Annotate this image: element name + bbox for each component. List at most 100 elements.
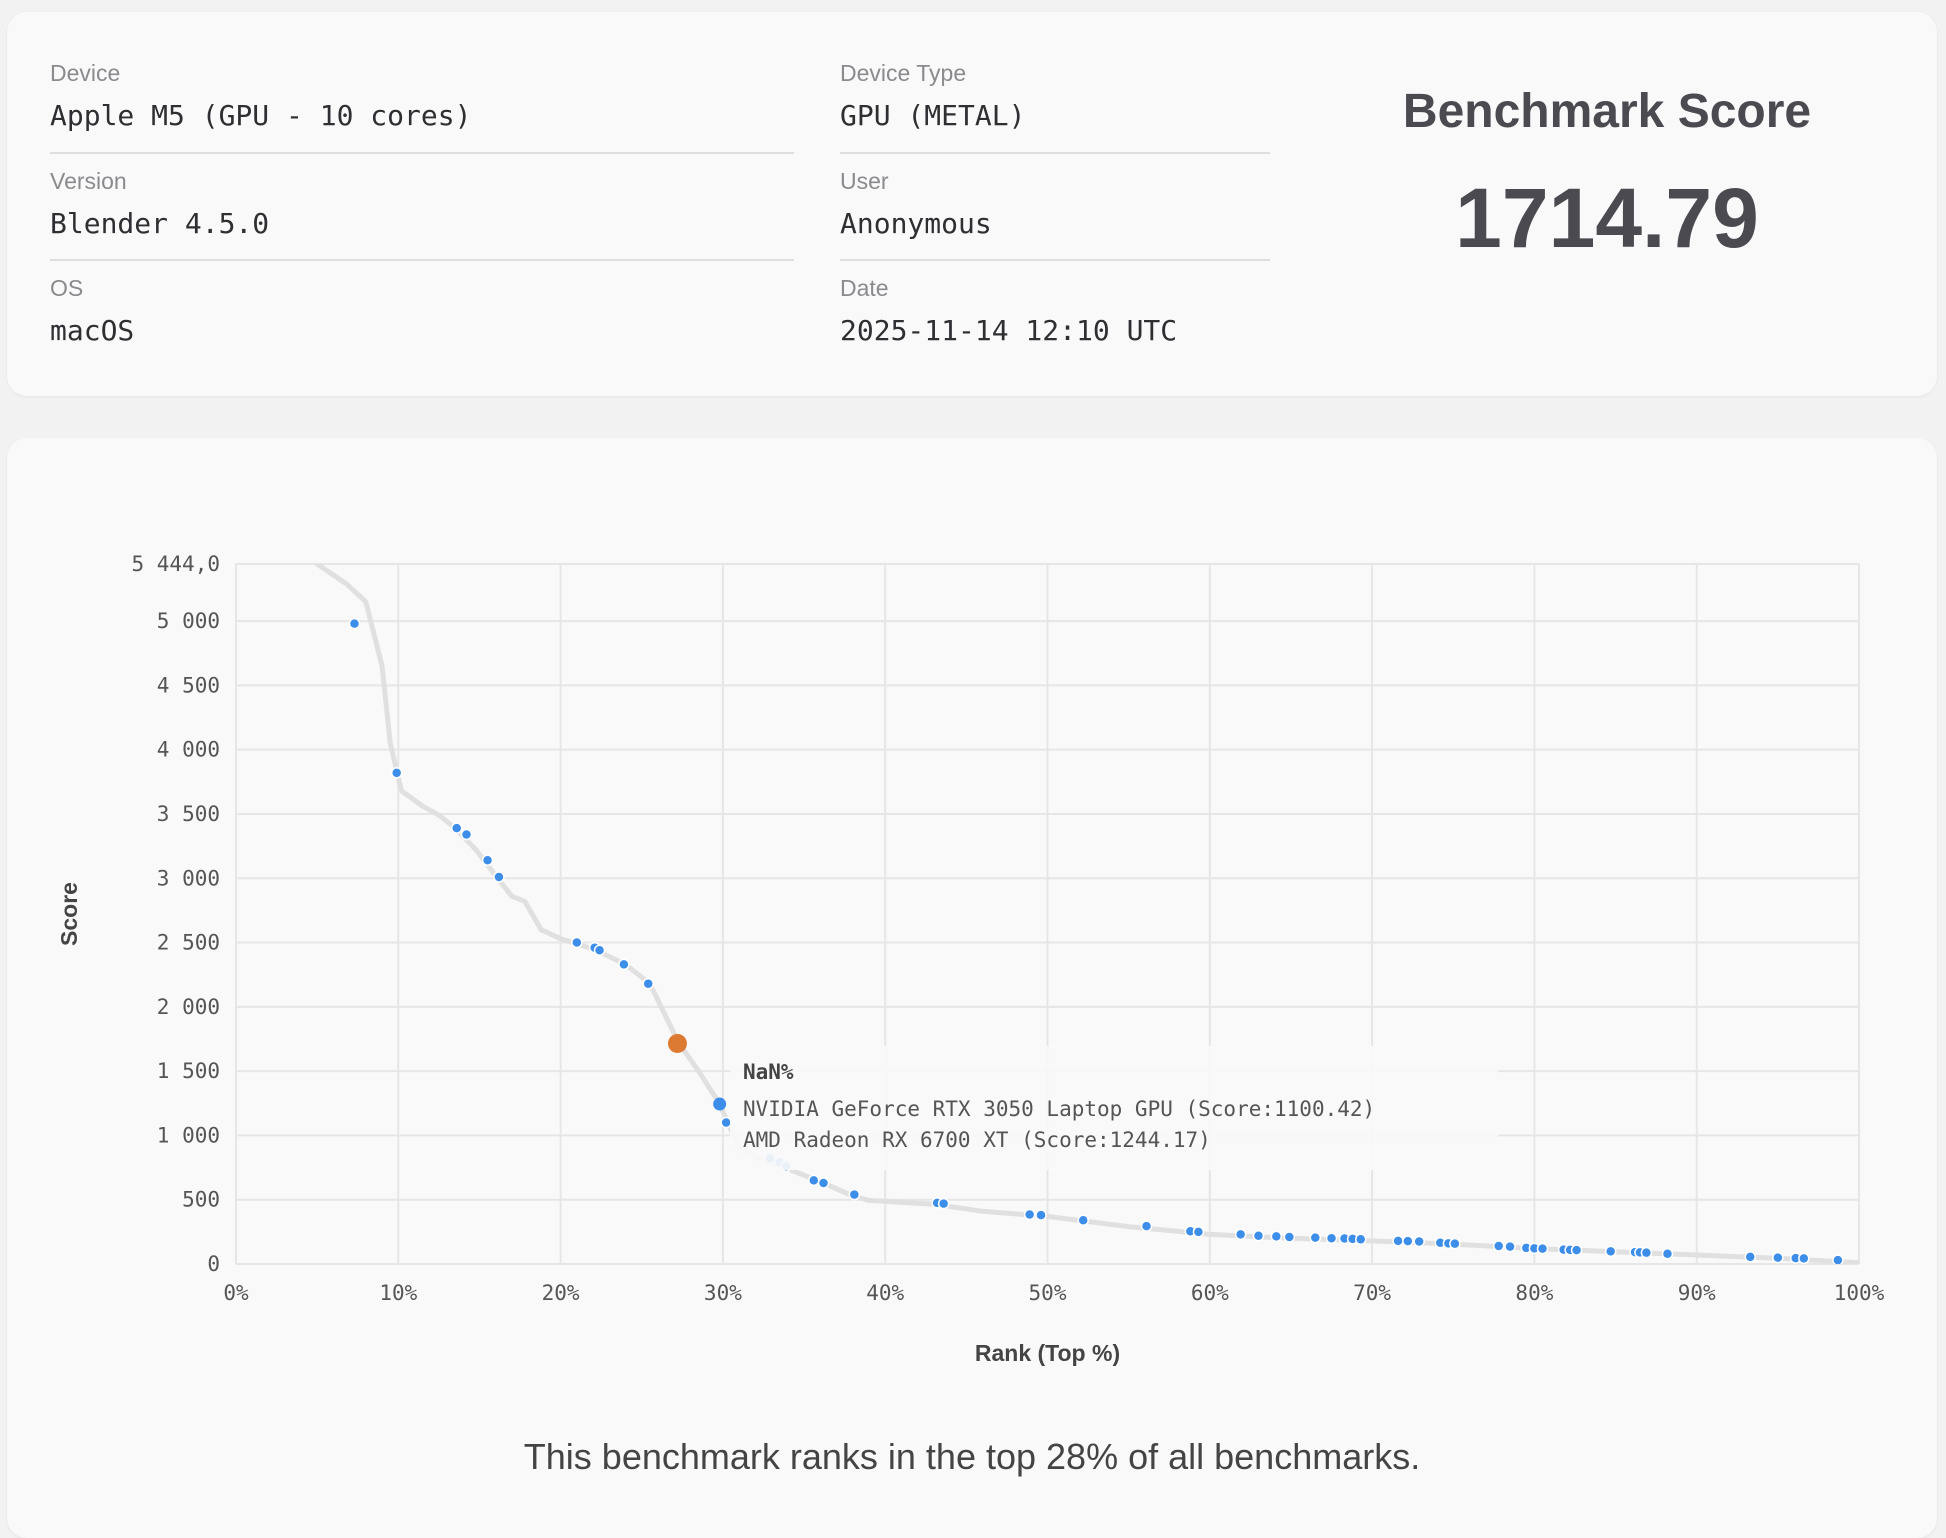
benchmark-score-title: Benchmark Score (1402, 85, 1812, 138)
data-point (390, 767, 403, 779)
tooltip-line: NVIDIA GeForce RTX 3050 Laptop GPU (Scor… (743, 1097, 1375, 1121)
os-field: OS macOS (50, 274, 134, 348)
data-point (1402, 1235, 1414, 1247)
data-point (1035, 1209, 1047, 1221)
user-field: User Anonymous (840, 167, 992, 241)
y-tick-label: 1 500 (157, 1059, 220, 1083)
x-tick-label: 40% (866, 1281, 904, 1305)
user-value: Anonymous (840, 207, 992, 240)
date-value: 2025-11-14 12:10 UTC (840, 314, 1178, 347)
benchmark-score-value: 1714.79 (1455, 171, 1759, 265)
version-field: Version Blender 4.5.0 (50, 167, 269, 241)
data-point (937, 1197, 950, 1210)
current-benchmark-point (667, 1033, 687, 1053)
y-tick-label: 5 000 (157, 609, 220, 633)
data-point (1192, 1226, 1205, 1238)
data-point (481, 854, 494, 867)
rank-summary: This benchmark ranks in the top 28% of a… (523, 1436, 1421, 1477)
data-point (1140, 1220, 1153, 1232)
data-point (450, 822, 463, 834)
os-label: OS (50, 275, 84, 301)
y-tick-label: 3 000 (157, 866, 220, 890)
data-point (642, 977, 654, 990)
date-label: Date (840, 275, 889, 301)
data-point (1283, 1231, 1296, 1243)
user-label: User (840, 168, 889, 194)
device-label: Device (50, 60, 121, 86)
data-point (1354, 1233, 1367, 1246)
os-value: macOS (50, 314, 135, 347)
x-tick-label: 10% (379, 1281, 417, 1305)
data-point (1744, 1251, 1757, 1263)
data-point (848, 1188, 861, 1201)
data-point (1832, 1254, 1844, 1264)
y-tick-label: 1 000 (157, 1123, 220, 1147)
x-tick-label: 20% (542, 1281, 580, 1305)
y-tick-label: 3 500 (157, 802, 220, 826)
data-point (1413, 1235, 1425, 1248)
divider (50, 259, 794, 261)
data-point (720, 1116, 732, 1129)
y-tick-label: 4 000 (157, 738, 220, 762)
x-tick-label: 100% (1834, 1281, 1885, 1305)
version-value: Blender 4.5.0 (50, 207, 270, 240)
y-tick-label: 5 444,0 (131, 552, 220, 576)
device-type-value: GPU (METAL) (840, 99, 1026, 132)
divider (50, 152, 794, 154)
y-axis-title: Score (56, 882, 82, 946)
device-type-field: Device Type GPU (METAL) (840, 59, 1025, 133)
data-point (593, 944, 606, 957)
data-point (1023, 1208, 1036, 1221)
data-point (1661, 1247, 1674, 1260)
data-point (1234, 1228, 1247, 1241)
data-point (1640, 1246, 1653, 1259)
data-point (1604, 1245, 1617, 1258)
data-point (1504, 1240, 1516, 1253)
x-tick-label: 60% (1191, 1281, 1229, 1305)
data-point (1449, 1237, 1461, 1250)
x-tick-label: 70% (1353, 1281, 1391, 1305)
y-tick-label: 2 000 (157, 995, 220, 1019)
x-axis-title: Rank (Top %) (975, 1340, 1120, 1366)
data-point (460, 828, 473, 841)
data-point (1492, 1240, 1505, 1252)
tooltip-background (730, 1046, 1498, 1170)
data-point (348, 617, 361, 630)
data-point (1077, 1214, 1089, 1227)
device-field: Device Apple M5 (GPU - 10 cores) (50, 59, 471, 133)
y-tick-label: 500 (182, 1188, 220, 1212)
data-point (1392, 1235, 1404, 1247)
data-point (1536, 1242, 1549, 1255)
data-point (1309, 1231, 1322, 1244)
version-label: Version (50, 168, 127, 194)
data-point (1570, 1244, 1583, 1256)
rank-chart[interactable]: 0% 10% 20% 30% 40% 50% 60% 70% 80% 90% 100% 0 500 1 0… (7, 438, 1937, 1398)
data-point (571, 936, 583, 949)
data-point (1270, 1230, 1283, 1243)
x-tick-label: 0% (223, 1281, 249, 1305)
y-tick-label: 2 500 (157, 931, 220, 955)
tooltip-title: NaN% (743, 1060, 794, 1084)
divider (840, 152, 1270, 154)
data-point (1252, 1229, 1265, 1242)
hovered-data-point (713, 1097, 727, 1111)
score-curve (314, 564, 1859, 1264)
y-tick-label: 4 500 (157, 673, 220, 697)
device-value: Apple M5 (GPU - 10 cores) (50, 99, 472, 132)
x-tick-label: 90% (1678, 1281, 1716, 1305)
data-point (1798, 1252, 1810, 1264)
data-point (1325, 1232, 1338, 1245)
device-type-label: Device Type (840, 60, 967, 86)
divider (840, 259, 1270, 261)
device-info-card: Device Apple M5 (GPU - 10 cores) Version… (7, 12, 1937, 396)
data-point (817, 1177, 830, 1189)
y-tick-label: 0 (207, 1252, 220, 1276)
data-point (493, 871, 505, 883)
tooltip-line: AMD Radeon RX 6700 XT (Score:1244.17) (743, 1128, 1211, 1152)
date-field: Date 2025-11-14 12:10 UTC (840, 274, 1177, 348)
data-point (808, 1174, 820, 1187)
plot-area (314, 564, 1859, 1264)
x-tick-label: 80% (1515, 1281, 1553, 1305)
chart-tooltip: NaN% NVIDIA GeForce RTX 3050 Laptop GPU (… (730, 1046, 1498, 1170)
rank-chart-card: 0% 10% 20% 30% 40% 50% 60% 70% 80% 90% 100% 0 500 1 0… (7, 438, 1937, 1538)
